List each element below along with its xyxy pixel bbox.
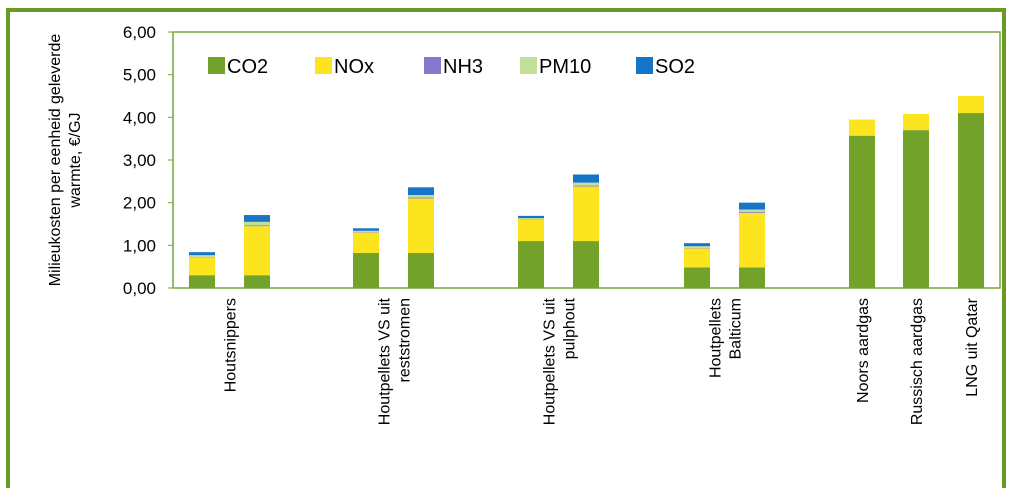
bar-segment-nh3 (244, 225, 270, 226)
bar-segment-pm10 (573, 183, 599, 186)
y-tick-label: 0,00 (123, 279, 156, 298)
bar-segment-co2 (573, 241, 599, 288)
y-tick-label: 6,00 (123, 23, 156, 42)
bar-segment-co2 (189, 275, 215, 288)
bar-segment-so2 (353, 228, 379, 231)
bar-segment-nox (684, 248, 710, 267)
bar-segment-so2 (739, 203, 765, 210)
category-label: Houtpellets (708, 298, 725, 378)
bar-segment-nox (903, 114, 929, 130)
category-label: Balticum (728, 298, 745, 359)
bar-segment-nh3 (408, 198, 434, 199)
category-label: Noors aardgas (855, 298, 872, 403)
legend-swatch-nh3 (424, 57, 441, 74)
bar-segment-pm10 (353, 231, 379, 232)
bar-segment-pm10 (244, 222, 270, 225)
bar-segment-so2 (408, 187, 434, 195)
bar-segment-co2 (408, 253, 434, 288)
legend-swatch-nox (315, 57, 332, 74)
bar-segment-so2 (573, 175, 599, 183)
bar-segment-nox (739, 213, 765, 268)
bar-segment-co2 (353, 253, 379, 288)
legend-label-nox: NOx (334, 56, 374, 78)
bar-segment-co2 (684, 268, 710, 288)
bar-segment-so2 (518, 216, 544, 218)
y-tick-label: 2,00 (123, 194, 156, 213)
legend-label-co2: CO2 (227, 56, 268, 78)
bar-segment-co2 (958, 113, 984, 288)
y-tick-label: 3,00 (123, 151, 156, 170)
bar-segment-pm10 (518, 218, 544, 219)
legend-swatch-co2 (208, 57, 225, 74)
bar-segment-nh3 (739, 212, 765, 213)
category-label: pulphout (562, 297, 579, 359)
bar-segment-co2 (518, 241, 544, 288)
bar-segment-nox (189, 257, 215, 275)
legend-label-pm10: PM10 (539, 56, 591, 78)
category-label: Houtsnippers (223, 298, 240, 392)
y-tick-label: 4,00 (123, 108, 156, 127)
bar-segment-co2 (244, 275, 270, 288)
bar-segment-nh3 (573, 186, 599, 187)
legend-label-so2: SO2 (655, 56, 695, 78)
y-axis-label-line: Milieukosten per eenheid geleverde (47, 34, 64, 287)
bar-segment-nox (408, 198, 434, 253)
bar-segment-so2 (244, 215, 270, 222)
category-label: Houtpellets VS uit (542, 297, 559, 425)
bar-segment-pm10 (684, 246, 710, 248)
y-tick-label: 1,00 (123, 236, 156, 255)
legend-label-nh3: NH3 (443, 56, 483, 78)
bar-segment-so2 (189, 252, 215, 255)
bar-segment-pm10 (739, 209, 765, 212)
bar-segment-pm10 (189, 255, 215, 257)
bar-segment-so2 (684, 243, 710, 246)
bar-segment-nox (958, 96, 984, 113)
bar-segment-nox (518, 220, 544, 241)
bar-segment-nox (244, 226, 270, 275)
legend-swatch-pm10 (520, 57, 537, 74)
y-axis-label-line: warmte, €/GJ (67, 112, 84, 208)
bar-segment-nox (353, 233, 379, 253)
category-label: Russisch aardgas (909, 298, 926, 425)
bar-segment-nox (573, 186, 599, 241)
bar-segment-pm10 (408, 195, 434, 198)
y-tick-label: 5,00 (123, 66, 156, 85)
legend-swatch-so2 (636, 57, 653, 74)
bar-segment-co2 (739, 268, 765, 288)
category-label: reststromen (397, 298, 414, 382)
bar-segment-co2 (903, 130, 929, 288)
bar-segment-co2 (849, 136, 875, 288)
category-label: Houtpellets VS uit (377, 297, 394, 425)
bar-segment-nox (849, 119, 875, 135)
category-label: LNG uit Qatar (964, 297, 981, 396)
